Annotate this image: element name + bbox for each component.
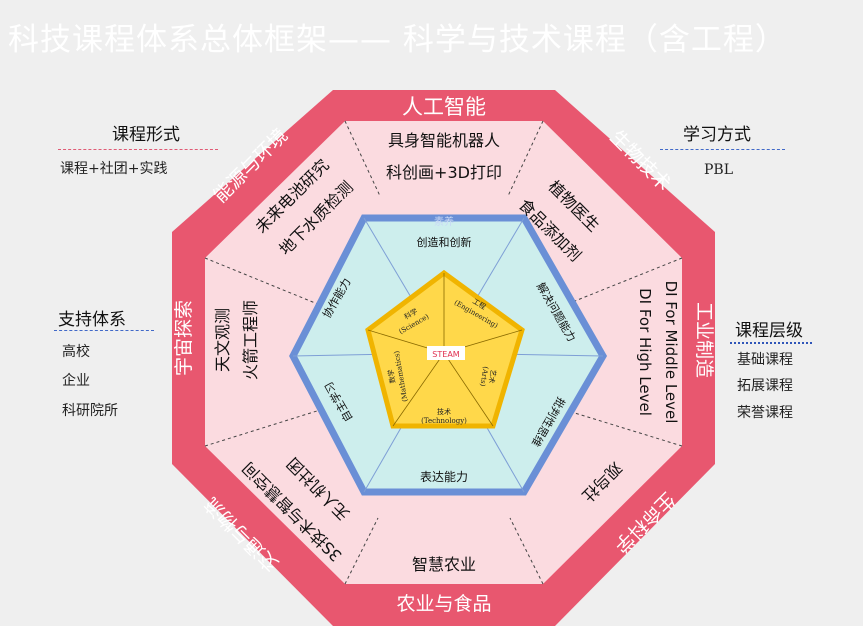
support-item: 高校 [62, 344, 90, 360]
level-item: 荣誉课程 [737, 405, 793, 421]
sector-right-line2: DI For High Level [636, 288, 654, 416]
learning-heading: 学习方式 [683, 125, 751, 145]
hex-label-top: 创造和创新 [417, 235, 472, 249]
support-item: 企业 [62, 373, 90, 389]
outer-label-top: 人工智能 [402, 95, 486, 119]
sector-left-line1: 天文观测 [213, 308, 232, 372]
outer-label-bottom: 农业与食品 [396, 593, 491, 615]
learning-divider [660, 149, 785, 150]
course-form-heading: 课程形式 [112, 125, 180, 145]
sector-right-line1: DI For Middle Level [662, 281, 680, 424]
support-heading: 支持体系 [58, 310, 126, 330]
course-form-divider [58, 149, 218, 150]
sector-top-line1: 具身智能机器人 [388, 131, 500, 150]
pent-arts-1: 艺术 [487, 369, 498, 384]
sector-top-line2: 科创画+3D打印 [386, 163, 502, 182]
pent-mathematics-1: 数学 [386, 369, 397, 384]
outer-label-left: 宇宙探索 [173, 300, 195, 376]
hex-tag: 素养 [434, 215, 454, 228]
sector-left-line2: 火箭工程师 [241, 300, 260, 380]
level-item: 拓展课程 [737, 378, 793, 394]
learning-text: PBL [704, 162, 734, 178]
pent-technology-1: 技术 [437, 407, 451, 416]
levels-divider [730, 342, 812, 344]
support-divider [54, 330, 154, 331]
hex-label-bottom: 表达能力 [420, 470, 468, 484]
course-form-text: 课程+社团+实践 [60, 161, 168, 177]
outer-label-right: 工业制造 [693, 302, 715, 378]
steam-center-box [427, 346, 465, 360]
pent-arts-2: (Arts) [478, 366, 489, 388]
sector-dividers [204, 120, 683, 585]
page-title: 科技课程体系总体框架—— 科学与技术课程（含工程） [8, 22, 787, 58]
levels-heading: 课程层级 [735, 321, 803, 341]
steam-center-label: STEAM [432, 350, 459, 359]
support-item: 科研院所 [62, 403, 118, 419]
pent-technology-2: (Technology) [421, 417, 467, 425]
level-item: 基础课程 [737, 352, 793, 368]
sector-bottom-line1: 智慧农业 [412, 555, 476, 574]
